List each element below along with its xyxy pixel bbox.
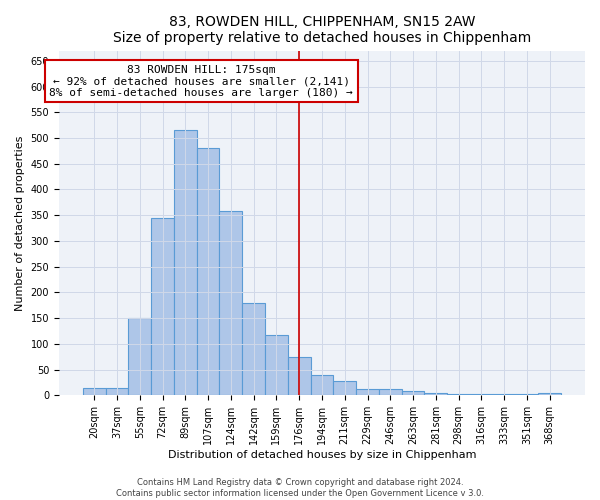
Bar — [447, 394, 470, 396]
Bar — [356, 389, 379, 396]
Bar — [265, 334, 288, 396]
Bar — [334, 381, 356, 396]
Text: 83 ROWDEN HILL: 175sqm
← 92% of detached houses are smaller (2,141)
8% of semi-d: 83 ROWDEN HILL: 175sqm ← 92% of detached… — [49, 65, 353, 98]
Text: Contains HM Land Registry data © Crown copyright and database right 2024.
Contai: Contains HM Land Registry data © Crown c… — [116, 478, 484, 498]
Title: 83, ROWDEN HILL, CHIPPENHAM, SN15 2AW
Size of property relative to detached hous: 83, ROWDEN HILL, CHIPPENHAM, SN15 2AW Si… — [113, 15, 531, 45]
Bar — [174, 130, 197, 396]
Bar — [470, 394, 493, 396]
Y-axis label: Number of detached properties: Number of detached properties — [15, 136, 25, 310]
Bar — [106, 388, 128, 396]
X-axis label: Distribution of detached houses by size in Chippenham: Distribution of detached houses by size … — [168, 450, 476, 460]
Bar — [128, 318, 151, 396]
Bar — [220, 211, 242, 396]
Bar — [493, 394, 515, 396]
Bar — [242, 302, 265, 396]
Bar — [379, 389, 401, 396]
Bar — [311, 375, 334, 396]
Bar — [197, 148, 220, 396]
Bar — [424, 393, 447, 396]
Bar — [401, 391, 424, 396]
Bar — [83, 388, 106, 396]
Bar — [515, 394, 538, 396]
Bar — [288, 356, 311, 396]
Bar — [538, 393, 561, 396]
Bar — [151, 218, 174, 396]
